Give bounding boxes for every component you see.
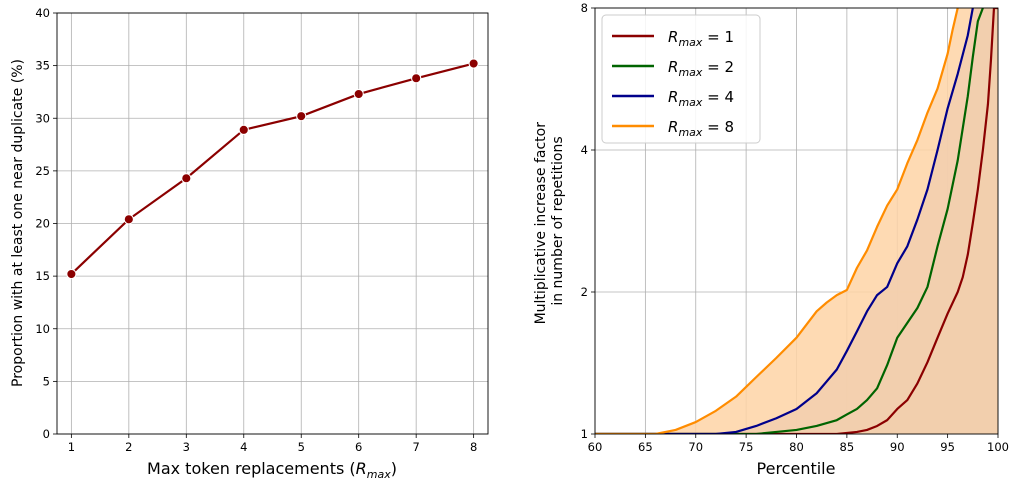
left-x-tick-label: 4 [240, 440, 247, 454]
right-y-axis-label-line1: Multiplicative increase factor [533, 122, 549, 325]
left-y-tick-label: 30 [35, 111, 50, 125]
legend-box [601, 14, 761, 144]
series-line [595, 8, 959, 434]
data-point [353, 88, 364, 100]
left-x-tick-label: 3 [183, 440, 190, 454]
right-x-tick-label: 80 [789, 440, 804, 454]
right-y-tick-label: 4 [581, 143, 588, 157]
series-line [595, 8, 974, 434]
left-x-ticks: 1 2 3 4 5 6 7 8 [68, 434, 477, 454]
left-x-tick-label: 8 [470, 440, 477, 454]
legend-label: Rmax = 2 [668, 58, 734, 79]
right-y-axis-label-line2: in number of repetitions [550, 136, 566, 305]
legend-label: Rmax = 8 [668, 118, 734, 139]
right-x-tick-label: 60 [588, 440, 603, 454]
right-x-tick-label: 85 [840, 440, 855, 454]
data-point [181, 173, 192, 184]
legend-label: Rmax = 4 [668, 88, 734, 109]
left-y-tick-label: 35 [35, 59, 50, 73]
series-line [595, 8, 998, 434]
right-x-ticks: 60 65 70 75 80 85 90 95 100 [588, 434, 1009, 454]
left-y-tick-label: 10 [35, 322, 50, 336]
right-y-tick-label: 1 [581, 427, 588, 441]
left-x-tick-label: 1 [68, 440, 75, 454]
left-y-axis-label: Proportion with at least one near duplic… [10, 59, 26, 387]
right-x-tick-label: 65 [638, 440, 653, 454]
data-point [123, 214, 134, 225]
left-chart: 1 2 3 4 5 6 7 8 0 5 10 15 20 25 30 35 40 Max token repl… [10, 6, 489, 481]
left-x-tick-label: 2 [125, 440, 132, 454]
right-x-tick-label: 70 [688, 440, 703, 454]
data-point [296, 110, 307, 122]
series-line [70, 62, 474, 275]
series-area-fill [595, 8, 998, 434]
legend-label: Rmax = 1 [668, 28, 734, 49]
right-x-tick-label: 95 [940, 440, 955, 454]
right-series [595, 8, 998, 434]
left-series [66, 58, 479, 280]
right-x-tick-label: 90 [890, 440, 905, 454]
legend: Rmax = 1 Rmax = 2 Rmax = 4 Rmax = 8 [601, 14, 761, 144]
left-y-tick-label: 15 [35, 269, 50, 283]
right-y-tick-label: 8 [581, 1, 588, 15]
left-y-tick-label: 0 [43, 427, 50, 441]
right-x-tick-label: 75 [739, 440, 754, 454]
left-x-tick-label: 7 [413, 440, 420, 454]
right-y-axis-label: Multiplicative increase factor in number… [533, 118, 566, 325]
right-y-tick-label: 2 [581, 285, 588, 299]
left-x-axis-label: Max token replacements (Rmax) [147, 459, 397, 481]
left-y-tick-label: 40 [35, 6, 50, 20]
data-point [66, 268, 77, 280]
data-point [411, 73, 422, 84]
right-chart: 60 65 70 75 80 85 90 95 100 1 2 4 8 Percentile Mult… [533, 1, 1009, 478]
left-y-tick-label: 20 [35, 217, 50, 231]
left-y-tick-label: 25 [35, 164, 50, 178]
left-x-tick-label: 6 [355, 440, 362, 454]
right-x-tick-label: 100 [987, 440, 1009, 454]
left-y-ticks: 0 5 10 15 20 25 30 35 40 [35, 6, 57, 441]
right-y-ticks: 1 2 4 8 [581, 1, 595, 441]
data-point [238, 124, 249, 135]
left-x-tick-label: 5 [298, 440, 305, 454]
right-x-axis-label: Percentile [757, 459, 836, 478]
series-line [595, 8, 984, 434]
left-y-tick-label: 5 [43, 374, 50, 388]
data-point [468, 58, 479, 69]
